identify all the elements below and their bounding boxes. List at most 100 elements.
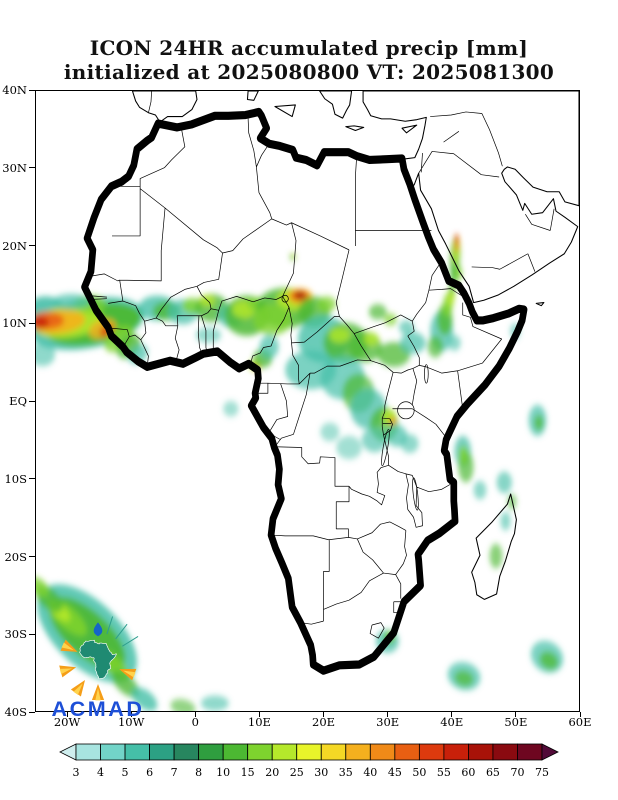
y-axis-tick [29,167,35,169]
y-axis-label: 40S [4,705,27,719]
precip-cell [336,435,362,460]
precip-cell [534,414,544,431]
logo-wind-line [106,616,114,635]
y-axis-label: 30N [2,160,27,175]
y-axis-label: 20S [4,549,27,564]
precip-cell [384,313,397,326]
colorbar-label: 70 [510,766,524,779]
y-axis-label: 40N [2,83,27,97]
y-axis-tick [29,633,35,635]
colorbar-segment [124,743,150,761]
colorbar-label: 10 [216,766,230,779]
colorbar-label: 50 [412,766,426,779]
precip-cell [295,292,305,299]
colorbar-segment [247,743,273,761]
y-axis-tick [29,556,35,557]
colorbar-label: 60 [461,766,475,779]
precip-cell [200,695,229,711]
colorbar-label: 35 [339,766,353,779]
colorbar-label: 5 [122,766,129,779]
colorbar-label: 15 [241,766,255,779]
colorbar-label: 75 [535,766,549,779]
precip-cell [458,445,468,465]
logo-wind-line [115,623,128,640]
colorbar-segment [394,743,420,761]
crete-coastline [346,126,364,131]
colorbar-segment [468,743,494,761]
y-axis-label: 30S [4,627,27,642]
colorbar: 3 4 5 6 7 8 10 15 20 25 30 35 40 45 50 55 60 65 70 75 [59,743,559,779]
country-borders [89,91,554,638]
precip-cell [539,651,559,670]
colorbar-segment [418,743,445,761]
precip-cell [368,304,387,320]
precip-cell [361,427,388,453]
colorbar-label: 20 [265,766,279,779]
colorbar-label: 30 [314,766,328,779]
arabia-coastline [363,91,579,303]
x-axis-tick [451,712,453,717]
y-axis-tick [29,245,35,246]
y-axis-label: 20N [2,238,27,253]
logo-wind-line [122,635,139,647]
x-axis-tick [579,712,581,717]
precip-cell [388,417,396,425]
x-axis-tick [194,712,196,717]
precip-cell [400,332,426,354]
x-axis-label: 0 [191,715,199,729]
acmad-logo: ACMAD [51,616,144,721]
x-axis-tick [130,712,132,717]
x-axis-label: 40E [440,715,464,729]
colorbar-label: 65 [486,766,500,779]
x-axis-label: 50E [504,715,528,729]
colorbar-segment [149,743,175,761]
lake-victoria [398,402,415,419]
precip-cell [253,304,292,336]
precip-cell [398,320,415,335]
precip-cell [131,687,158,711]
sicily-coastline [275,105,295,117]
precip-cell [363,332,380,346]
colorbar-label: 4 [97,766,104,779]
x-axis-label: 60E [568,715,592,729]
precip-cell [195,327,222,343]
sun-ray-inner-icon [95,688,101,701]
precip-cell [111,670,140,698]
socotra-coastline [536,303,544,306]
sun-ray-inner-icon [61,642,74,651]
colorbar-label: 25 [290,766,304,779]
colorbar-label: 8 [195,766,202,779]
coastlines-and-borders [85,91,579,671]
colorbar-label: 7 [171,766,178,779]
colorbar-segment [492,743,518,761]
y-axis-tick [29,400,35,402]
sun-ray-inner-icon [73,683,83,695]
acmad-logo-text: ACMAD [51,696,144,721]
colorbar-segment [296,743,322,761]
y-axis-label: 10S [4,471,27,486]
x-axis-tick [387,712,389,717]
y-axis-label: 10N [2,316,27,331]
colorbar-segment [198,743,224,761]
precip-cell [259,335,279,359]
logo-rays [59,616,139,701]
x-axis-tick [323,712,325,717]
lake-chad [282,295,288,302]
colorbar-segment [345,743,371,761]
y-axis-tick [29,711,35,713]
colorbar-segment [173,743,200,761]
sun-ray-icon [60,639,78,652]
map-frame [35,90,580,712]
precip-cell [500,511,511,531]
colorbar-label: 40 [363,766,377,779]
x-axis-label: 20E [312,715,336,729]
x-axis-label: 10W [117,715,145,729]
colorbar-segment [271,743,298,761]
precip-cell [473,480,487,500]
greece-coastline [320,91,352,118]
africa-silhouette-icon [79,639,117,680]
map-subtitle: initialized at 2025080800 VT: 2025081300 [63,60,555,84]
precip-cell [489,543,503,569]
precip-cell [455,265,463,281]
